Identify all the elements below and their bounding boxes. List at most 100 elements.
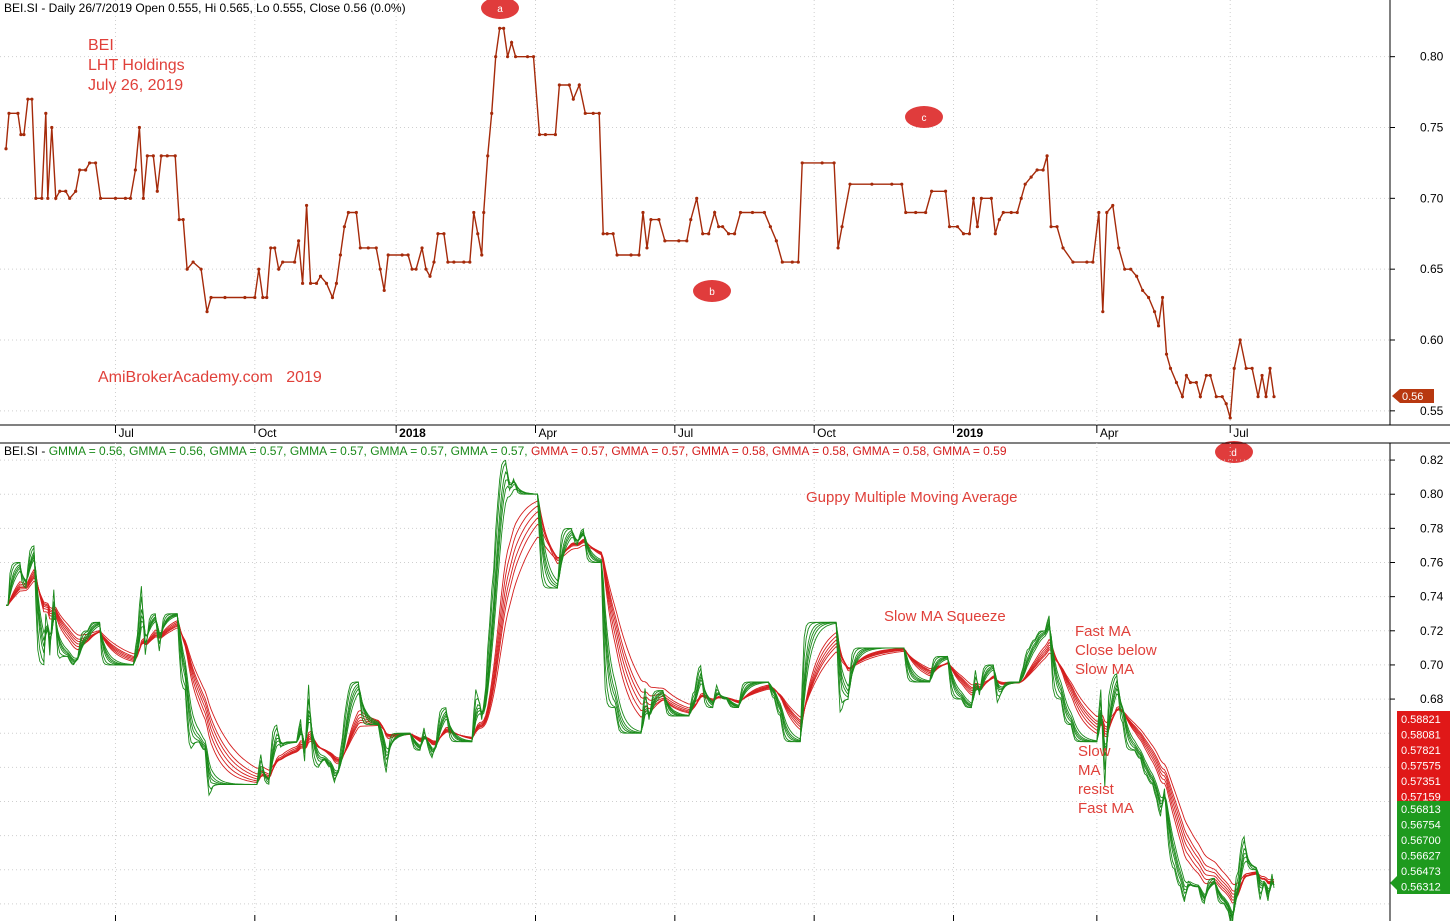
fast-ma-tag-label: 0.56754: [1401, 820, 1441, 832]
price-point: [689, 217, 693, 222]
price-point: [476, 232, 480, 236]
price-header: BEI.SI - Daily 26/7/2019 Open 0.555, Hi …: [4, 1, 406, 15]
price-point: [1101, 310, 1105, 314]
price-point: [904, 210, 908, 215]
price-point: [181, 217, 185, 222]
price-point: [1001, 210, 1005, 215]
price-point: [961, 232, 966, 236]
price-point: [185, 267, 189, 271]
price-point: [1097, 210, 1101, 215]
price-point: [209, 295, 213, 300]
price-point: [836, 246, 840, 250]
gmma-y-tick-label: 0.72: [1420, 624, 1444, 638]
price-point: [571, 97, 575, 101]
price-point: [750, 210, 755, 215]
price-x-tick-label: Apr: [538, 426, 557, 440]
slow-ema-line: [6, 517, 1275, 895]
price-point: [1260, 373, 1264, 378]
slow-ma-tag-label: 0.58081: [1401, 730, 1441, 742]
annotation-fast-2: Close below: [1075, 642, 1157, 659]
fast-ma-tag-label: 0.56473: [1401, 866, 1441, 878]
price-point: [685, 239, 689, 243]
slow-ema-line: [6, 536, 1275, 886]
fast-ma-tag-label: 0.56813: [1401, 804, 1441, 816]
price-point: [1135, 274, 1139, 278]
price-point: [78, 168, 82, 172]
price-point: [832, 161, 836, 165]
fast-ma-tag: [1397, 863, 1450, 879]
price-point: [657, 217, 661, 222]
price-point: [567, 83, 571, 87]
price-point: [1164, 352, 1169, 356]
price-point: [979, 196, 983, 200]
price-point: [281, 260, 285, 264]
price-point: [300, 281, 305, 285]
price-point: [26, 97, 30, 101]
price-series: [4, 26, 1276, 420]
price-point: [1194, 380, 1198, 385]
price-point: [848, 182, 852, 186]
price-point: [914, 210, 918, 215]
price-point: [74, 189, 78, 193]
slow-ma-tag-label: 0.57159: [1401, 792, 1441, 804]
price-y-tick-label: 0.60: [1420, 333, 1444, 347]
price-point: [68, 196, 72, 200]
price-point: [611, 232, 615, 236]
price-point: [645, 246, 649, 250]
price-x-tick-label: Jul: [1233, 426, 1248, 440]
gmma-header-part: GMMA = 0.56,: [49, 444, 129, 458]
annotation-slow-4: Fast MA: [1078, 800, 1134, 817]
price-point: [553, 132, 558, 137]
price-point: [498, 26, 502, 30]
price-point: [717, 225, 721, 229]
price-point: [796, 260, 800, 264]
price-point: [64, 189, 68, 193]
price-point: [472, 210, 476, 215]
price-point: [346, 210, 350, 215]
price-point: [84, 168, 88, 172]
annotation-squeeze: Slow MA Squeeze: [884, 608, 1006, 625]
slow-ma-tag: [1397, 726, 1450, 742]
price-point: [44, 111, 48, 115]
gmma-header: BEI.SI - GMMA = 0.56, GMMA = 0.56, GMMA …: [4, 444, 1007, 458]
price-point: [1061, 246, 1065, 250]
gmma-header-part: GMMA = 0.56,: [129, 444, 209, 458]
marker-a-label: a: [497, 4, 503, 15]
fast-ema-line: [6, 488, 1275, 914]
price-point: [1238, 338, 1242, 342]
price-point: [324, 281, 329, 285]
price-point: [318, 274, 323, 278]
price-point: [468, 260, 472, 264]
price-point: [543, 132, 548, 137]
price-point: [1152, 310, 1157, 314]
gmma-y-tick-label: 0.76: [1420, 556, 1444, 570]
price-point: [155, 189, 159, 193]
gmma-y-ticks: 0.82 0.80 0.78 0.76 0.74 0.72 0.70 0.68: [1390, 453, 1444, 706]
price-point: [1035, 168, 1039, 172]
gmma-gridlines: [0, 443, 1390, 921]
annotation-date: July 26, 2019: [88, 77, 183, 94]
marker-d-label: d: [1231, 448, 1237, 459]
price-y-tick-label: 0.80: [1420, 50, 1444, 64]
price-point: [924, 210, 928, 215]
price-point: [1029, 175, 1033, 179]
price-point: [1198, 395, 1202, 399]
price-point: [1111, 203, 1115, 208]
fast-ma-tag: [1397, 816, 1450, 832]
price-point: [1168, 366, 1173, 370]
price-point: [342, 225, 346, 229]
price-point: [442, 232, 446, 236]
price-point: [677, 239, 681, 243]
slow-ma-tag-label: 0.57351: [1401, 776, 1441, 788]
price-point: [870, 182, 874, 186]
price-point: [537, 132, 542, 137]
gmma-y-tick-label: 0.82: [1420, 453, 1444, 467]
price-point: [510, 40, 514, 45]
slow-ma-tag-label: 0.58821: [1401, 714, 1441, 726]
price-point: [721, 225, 725, 229]
price-point: [386, 253, 390, 257]
price-point: [738, 210, 743, 215]
gmma-header-part: GMMA = 0.57,: [451, 444, 531, 458]
price-point: [1232, 366, 1236, 370]
